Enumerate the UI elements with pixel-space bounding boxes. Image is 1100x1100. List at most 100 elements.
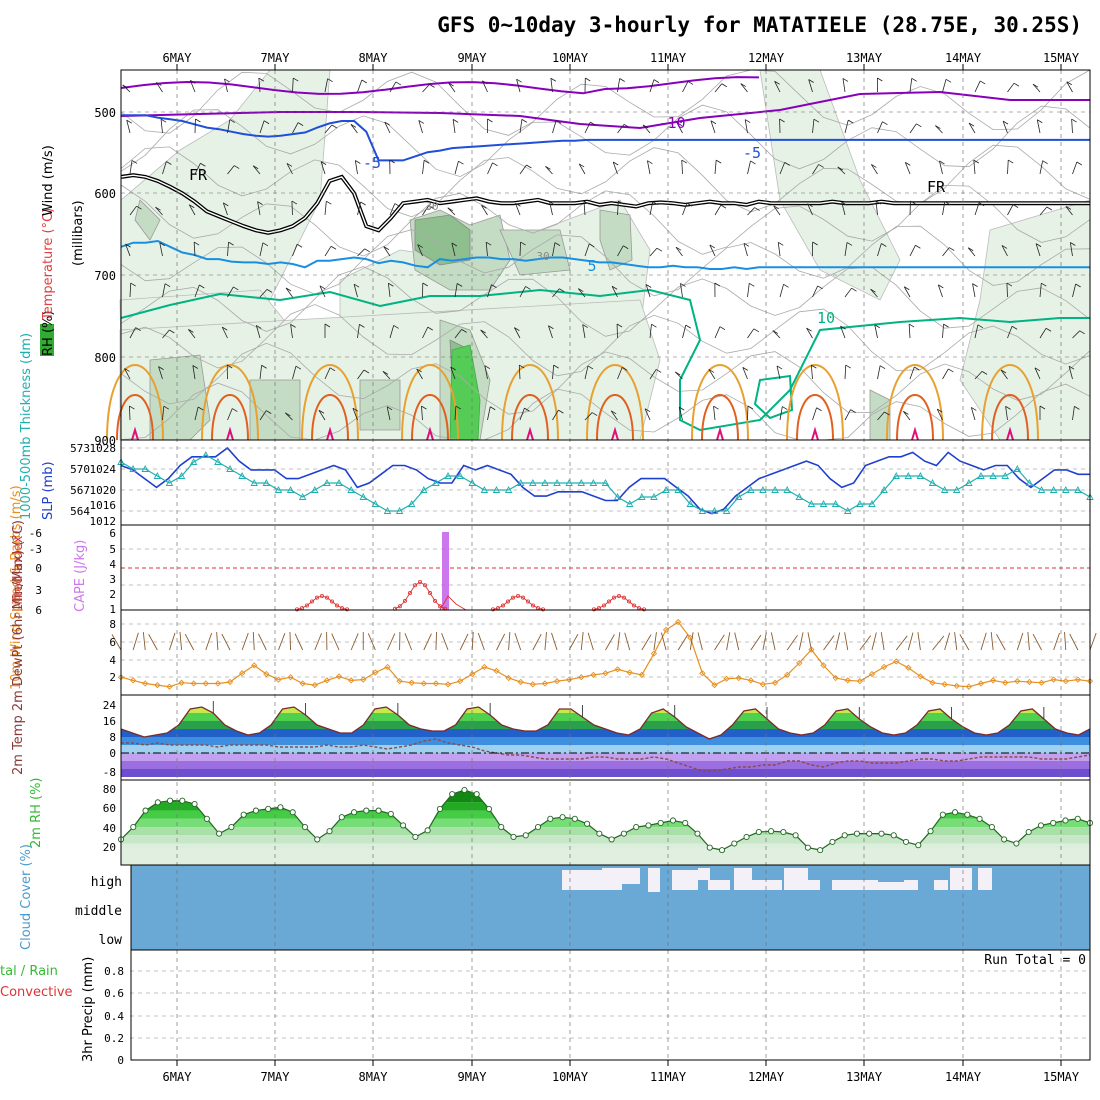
y-tick-label: 700 (94, 269, 116, 283)
wind-barb (454, 406, 457, 421)
wind-barb-flag (329, 367, 336, 372)
contour-label: 30 (536, 250, 549, 263)
data-point-thickness (347, 486, 355, 493)
wind-barb-flag (421, 405, 427, 410)
wind-barb (774, 81, 781, 93)
y-tick-label: 80 (103, 783, 116, 796)
cloud-gap (734, 868, 752, 890)
li-point (627, 599, 632, 604)
wind-barb-flag (525, 286, 531, 290)
data-point-wind (275, 676, 282, 683)
wind-barb (578, 163, 586, 175)
wind-barb-flag (840, 325, 846, 330)
wind-barb (258, 78, 261, 93)
tick-label-bottom-13MAY: 13MAY (846, 1070, 883, 1084)
wind-barb (286, 163, 293, 175)
wind-barb-flag (610, 410, 617, 415)
wind-barb (518, 365, 521, 380)
wind-barb (776, 365, 781, 380)
data-point-thickness (795, 493, 804, 500)
temp-band (121, 707, 1090, 713)
data-point-wind (469, 670, 476, 678)
wind-barb (970, 407, 976, 421)
wind-barb-flag (382, 371, 389, 375)
y-label-slp: 1000-500mb Thickness (dm) SLP (mb) (19, 333, 56, 520)
wind-barb-10m (689, 632, 694, 651)
wind-barb (416, 368, 423, 380)
rh-contour (120, 69, 1091, 136)
wind-barb (710, 120, 716, 134)
data-point-thickness (1001, 472, 1009, 479)
data-point-rh (203, 815, 210, 822)
data-point-wind (820, 662, 827, 669)
wind-barb (155, 206, 163, 216)
data-point-wind (989, 677, 997, 684)
wind-barb-flag (521, 119, 528, 123)
y-tick-label: 4 (109, 654, 116, 667)
cloud-gap (622, 868, 640, 884)
wind-barb-flag (972, 283, 978, 287)
isotherm-20 (411, 394, 449, 441)
wind-barb-flag (550, 77, 557, 82)
wind-barb-flag (971, 407, 977, 411)
wind-barb (324, 78, 328, 93)
wind-barb (324, 246, 332, 257)
wind-barb-flag (480, 329, 486, 334)
cloud-gap (698, 868, 710, 880)
wind-barb-flag (395, 81, 402, 86)
wind-barb-10m (1053, 632, 1060, 651)
wind-barb-flag (158, 366, 164, 370)
wind-barb-flag (656, 247, 663, 252)
tick-label-bottom-7MAY: 7MAY (261, 1070, 291, 1084)
wind-barb-10m (241, 632, 249, 651)
wind-barb (935, 125, 943, 134)
wind-barb-flag (455, 405, 462, 410)
wind-barb (1007, 204, 1014, 216)
data-point-thickness (177, 472, 186, 479)
wind-barb-flag (559, 288, 565, 293)
wind-barb (612, 161, 618, 175)
y-tick-label-right: 6 (109, 527, 116, 540)
wind-barb (1032, 83, 1041, 93)
wind-barb-flag (916, 123, 922, 128)
isotherm-25 (426, 426, 434, 441)
wind-barb-flag (122, 84, 128, 89)
data-point-thickness (262, 479, 271, 486)
wind-barb (1039, 283, 1042, 298)
wind-barb (610, 410, 618, 421)
wind-barb (812, 164, 819, 175)
wind-barb-flag (719, 326, 726, 331)
y-tick-label-left: 573 (70, 442, 90, 455)
wind-barb-10m (944, 632, 951, 651)
wind-barb-flag (904, 286, 910, 291)
data-point-rh (853, 830, 860, 837)
data-point-rh (277, 804, 284, 811)
wind-barb-flag (124, 368, 130, 372)
wind-barb-flag (1013, 82, 1020, 87)
wind-barb (454, 161, 459, 175)
wind-barb (162, 406, 165, 421)
li-line (394, 581, 446, 610)
wind-barb-flag (451, 242, 458, 247)
wind-barb-flag (747, 405, 754, 410)
wind-barb-flag (710, 120, 717, 125)
y-tick-label-right: 4 (109, 558, 116, 571)
wind-barb-10m (551, 632, 558, 651)
data-point-wind (650, 650, 658, 657)
wind-barb-flag (1032, 83, 1039, 88)
wind-barb-flag (875, 200, 882, 205)
wind-barb (221, 326, 228, 339)
wind-barb-10m (544, 632, 547, 651)
temp-band (121, 761, 1090, 769)
wind-barb (357, 248, 365, 257)
wind-barb (318, 410, 326, 421)
wind-barb-flag (549, 201, 555, 206)
data-point-thickness (589, 479, 598, 486)
tick-label-bottom-11MAY: 11MAY (650, 1070, 687, 1084)
wind-barb (714, 204, 722, 216)
data-point-wind (941, 681, 948, 688)
data-point-thickness (250, 479, 258, 486)
wind-barb (740, 83, 748, 93)
freezing-level-inner (120, 174, 1090, 234)
